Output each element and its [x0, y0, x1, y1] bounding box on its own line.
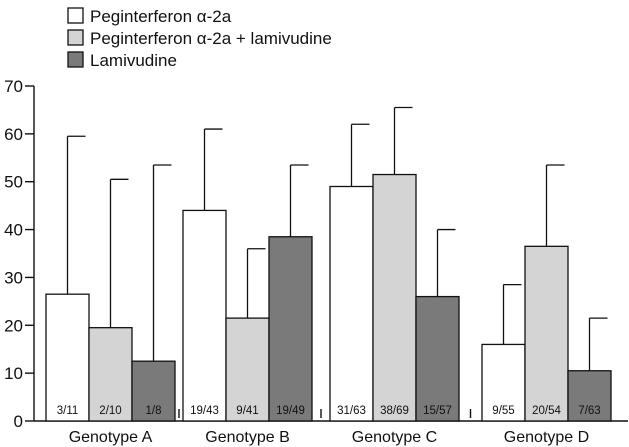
x-category-label: Genotype D: [504, 429, 589, 446]
ratio-label: 7/63: [578, 405, 600, 417]
y-tick-label: 20: [4, 316, 23, 335]
y-tick-label: 60: [4, 125, 23, 144]
y-tick-label: 10: [4, 364, 23, 383]
bar: [268, 236, 313, 422]
bar: [415, 295, 460, 422]
bar: [88, 327, 133, 422]
bar: [329, 185, 374, 422]
bar: [182, 209, 227, 422]
ratio-label: 9/41: [236, 405, 258, 417]
ratio-label: 31/63: [337, 405, 366, 417]
y-tick-label: 40: [4, 221, 23, 240]
ratio-label: 9/55: [492, 405, 514, 417]
x-category-label: Genotype A: [69, 429, 153, 446]
legend-label: Peginterferon α-2a + lamivudine: [90, 29, 332, 48]
ratio-label: 38/69: [380, 405, 409, 417]
bar: [524, 245, 569, 422]
y-tick-label: 30: [4, 268, 23, 287]
ratio-label: 3/11: [57, 405, 79, 417]
bar: [45, 293, 90, 422]
ratio-label: 2/10: [99, 405, 121, 417]
legend-swatch: [67, 29, 84, 46]
bar: [567, 370, 612, 422]
legend-label: Peginterferon α-2a: [90, 7, 232, 26]
x-category-label: Genotype C: [352, 429, 437, 446]
ratio-label: 20/54: [532, 405, 561, 417]
bar: [131, 360, 176, 422]
legend-swatch: [67, 7, 84, 24]
ratio-label: 19/43: [190, 405, 219, 417]
bar: [372, 173, 417, 422]
x-category-label: Genotype B: [205, 429, 290, 446]
y-tick-label: 50: [4, 173, 23, 192]
legend-label: Lamivudine: [90, 51, 177, 70]
y-tick-label: 70: [4, 77, 23, 96]
ratio-label: 15/57: [423, 405, 452, 417]
ratio-label: 1/8: [146, 405, 162, 417]
legend-swatch: [67, 51, 84, 68]
y-tick-label: 0: [14, 412, 23, 431]
ratio-label: 19/49: [276, 405, 305, 417]
